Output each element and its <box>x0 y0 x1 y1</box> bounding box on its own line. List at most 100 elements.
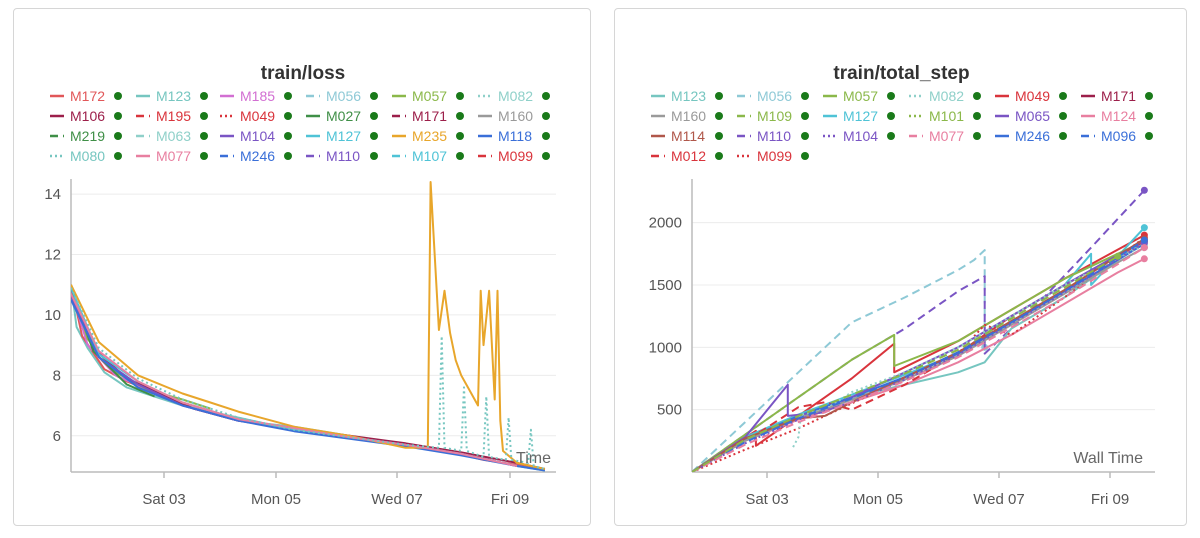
legend-item-m104[interactable]: M104 <box>220 128 292 144</box>
legend-label: M057 <box>412 88 447 104</box>
legend-label: M219 <box>70 128 105 144</box>
legend-label: M101 <box>929 108 964 124</box>
legend-item-m106[interactable]: M106 <box>50 108 122 124</box>
x-tick-label: Fri 09 <box>491 491 529 508</box>
legend-status-dot <box>456 112 464 120</box>
legend-item-m080[interactable]: M080 <box>50 148 122 164</box>
x-tick-label: Sat 03 <box>142 491 185 508</box>
legend-item-m123[interactable]: M123 <box>651 88 723 104</box>
legend-status-dot <box>200 132 208 140</box>
series-line-m077[interactable] <box>71 293 518 467</box>
legend-item-m195[interactable]: M195 <box>136 108 208 124</box>
legend-status-dot <box>1145 112 1153 120</box>
legend-label: M104 <box>843 128 878 144</box>
series-line-m077[interactable] <box>692 246 1145 472</box>
legend-item-m065[interactable]: M065 <box>995 108 1067 124</box>
legend-item-m109[interactable]: M109 <box>737 108 809 124</box>
legend-item-m056[interactable]: M056 <box>737 88 809 104</box>
y-tick-label: 14 <box>44 186 61 203</box>
legend-label: M065 <box>1015 108 1050 124</box>
legend-label: M099 <box>757 148 792 164</box>
legend-label: M127 <box>326 128 361 144</box>
legend-label: M110 <box>757 128 791 144</box>
legend-item-m056[interactable]: M056 <box>306 88 378 104</box>
legend-status-dot <box>114 112 122 120</box>
legend-status-dot <box>715 152 723 160</box>
legend-label: M160 <box>671 108 706 124</box>
legend-item-m082[interactable]: M082 <box>909 88 981 104</box>
legend-item-m160[interactable]: M160 <box>651 108 723 124</box>
legend-status-dot <box>200 152 208 160</box>
x-axis-label: Time <box>516 450 551 467</box>
legend-item-m104[interactable]: M104 <box>823 128 895 144</box>
legend-status-dot <box>370 152 378 160</box>
series-end-point-m110 <box>1140 186 1148 194</box>
legend-status-dot <box>456 152 464 160</box>
series-line-m109[interactable] <box>692 255 1119 472</box>
legend-item-m160[interactable]: M160 <box>478 108 550 124</box>
legend-label: M082 <box>929 88 964 104</box>
legend-label: M049 <box>1015 88 1050 104</box>
legend-label: M106 <box>70 108 105 124</box>
series-end-point-m096 <box>1140 236 1148 244</box>
legend-item-m027[interactable]: M027 <box>306 108 378 124</box>
series-line-m065[interactable] <box>692 239 1145 472</box>
legend-status-dot <box>370 112 378 120</box>
legend-item-m077[interactable]: M077 <box>136 148 208 164</box>
legend-label: M123 <box>156 88 191 104</box>
legend-item-m171[interactable]: M171 <box>1081 88 1153 104</box>
legend-item-m107[interactable]: M107 <box>392 148 464 164</box>
legend-item-m246[interactable]: M246 <box>220 148 292 164</box>
legend-status-dot <box>887 92 895 100</box>
legend-item-m124[interactable]: M124 <box>1081 108 1153 124</box>
legend-item-m127[interactable]: M127 <box>823 108 895 124</box>
legend-item-m096[interactable]: M096 <box>1081 128 1153 144</box>
legend-item-m123[interactable]: M123 <box>136 88 208 104</box>
series-end-point-m109 <box>1114 252 1122 260</box>
legend-item-m110[interactable]: M110 <box>306 148 378 164</box>
series-line-m057[interactable] <box>692 240 1145 472</box>
legend-status-dot <box>715 132 723 140</box>
legend-item-m172[interactable]: M172 <box>50 88 122 104</box>
legend-item-m077[interactable]: M077 <box>909 128 981 144</box>
legend-label: M012 <box>671 148 706 164</box>
x-axis-label: Wall Time <box>1073 450 1143 467</box>
legend-item-m127[interactable]: M127 <box>306 128 378 144</box>
chart-title: train/loss <box>261 63 345 84</box>
legend-item-m049[interactable]: M049 <box>220 108 292 124</box>
series-line-m235[interactable] <box>71 181 546 470</box>
legend-item-m246[interactable]: M246 <box>995 128 1067 144</box>
y-tick-label: 10 <box>44 307 61 324</box>
legend-item-m110[interactable]: M110 <box>737 128 809 144</box>
series-line-m110[interactable] <box>692 189 1146 472</box>
legend-item-m118[interactable]: M118 <box>478 128 550 144</box>
legend-status-dot <box>1059 132 1067 140</box>
legend-item-m219[interactable]: M219 <box>50 128 122 144</box>
legend-label: M114 <box>671 128 705 144</box>
series-line-m056[interactable] <box>692 249 986 472</box>
legend-status-dot <box>114 92 122 100</box>
legend-item-m101[interactable]: M101 <box>909 108 981 124</box>
legend-item-m063[interactable]: M063 <box>136 128 208 144</box>
legend-item-m185[interactable]: M185 <box>220 88 292 104</box>
legend-item-m012[interactable]: M012 <box>651 148 723 164</box>
y-tick-label: 2000 <box>649 215 682 232</box>
legend-status-dot <box>284 152 292 160</box>
legend-item-m057[interactable]: M057 <box>823 88 895 104</box>
series-line-m096[interactable] <box>692 239 1145 472</box>
legend-item-m114[interactable]: M114 <box>651 128 723 144</box>
legend-item-m171[interactable]: M171 <box>392 108 464 124</box>
legend-label: M099 <box>498 148 533 164</box>
legend-status-dot <box>715 92 723 100</box>
legend-item-m049[interactable]: M049 <box>995 88 1067 104</box>
legend-item-m235[interactable]: M235 <box>392 128 464 144</box>
legend-label: M118 <box>498 128 532 144</box>
y-tick-label: 8 <box>53 367 61 384</box>
legend-item-m099[interactable]: M099 <box>478 148 550 164</box>
y-tick-label: 1000 <box>649 339 682 356</box>
legend-item-m082[interactable]: M082 <box>478 88 550 104</box>
legend-item-m057[interactable]: M057 <box>392 88 464 104</box>
legend-item-m099[interactable]: M099 <box>737 148 809 164</box>
legend-status-dot <box>542 132 550 140</box>
x-tick-label: Sat 03 <box>745 491 788 508</box>
